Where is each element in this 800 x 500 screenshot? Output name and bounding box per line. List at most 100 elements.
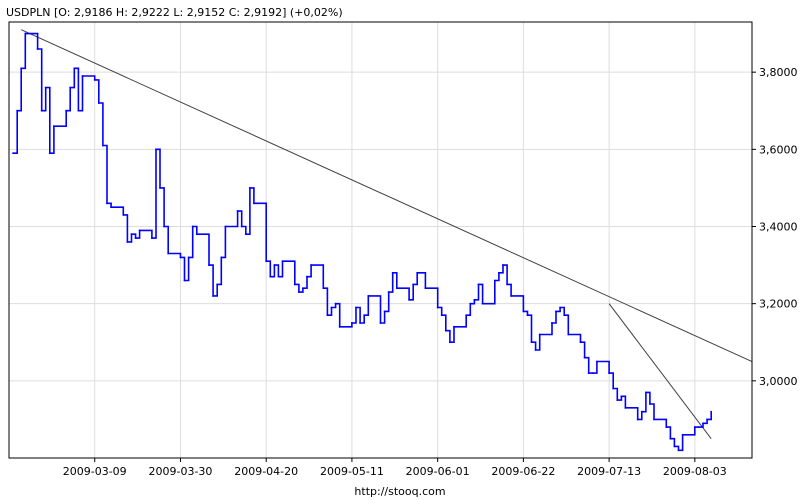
data-point xyxy=(408,298,410,301)
data-point xyxy=(269,275,272,278)
data-point xyxy=(334,302,337,305)
data-point xyxy=(395,287,398,290)
data-point xyxy=(624,406,627,409)
data-point xyxy=(453,325,455,328)
data-point xyxy=(20,67,23,70)
price-series xyxy=(12,32,713,452)
data-point xyxy=(583,356,586,359)
data-point xyxy=(673,445,676,448)
plot-frame xyxy=(8,21,753,459)
data-point xyxy=(587,372,590,375)
data-point xyxy=(522,310,525,313)
x-tick-label: 2009-07-13 xyxy=(577,465,641,478)
trend-lines xyxy=(21,29,753,440)
data-point xyxy=(665,426,668,429)
data-point xyxy=(591,372,594,375)
data-point xyxy=(220,256,223,259)
data-point xyxy=(502,264,504,266)
trend-line xyxy=(608,303,712,440)
data-point xyxy=(273,264,276,266)
data-point xyxy=(24,32,27,35)
data-point xyxy=(469,302,472,305)
data-point xyxy=(36,48,39,50)
data-point xyxy=(208,264,210,266)
data-point xyxy=(187,256,190,259)
data-point xyxy=(420,271,423,274)
data-point xyxy=(302,287,304,290)
data-point xyxy=(387,291,390,293)
data-point xyxy=(16,109,19,112)
data-point xyxy=(134,237,137,239)
data-point xyxy=(412,283,415,286)
data-point xyxy=(530,341,533,344)
data-point xyxy=(106,202,108,205)
data-point xyxy=(698,426,700,429)
data-point xyxy=(706,418,708,421)
data-point xyxy=(183,279,186,282)
data-point xyxy=(693,426,696,429)
data-point xyxy=(167,252,170,255)
data-point xyxy=(236,210,239,212)
data-point xyxy=(636,418,639,421)
data-point xyxy=(322,287,325,290)
data-point xyxy=(481,302,484,305)
data-point xyxy=(69,86,72,89)
data-point xyxy=(702,422,704,425)
trend-line xyxy=(21,29,753,362)
x-tick-label: 2009-08-03 xyxy=(663,465,727,478)
x-tick-label: 2009-03-09 xyxy=(63,465,127,478)
data-point xyxy=(367,295,370,297)
chart-title: USDPLN [O: 2,9186 H: 2,9222 L: 2,9152 C:… xyxy=(6,6,343,19)
data-point xyxy=(297,291,300,293)
grid-lines xyxy=(9,22,752,458)
data-point xyxy=(81,75,84,77)
data-point xyxy=(644,391,647,394)
y-tick-label: 3,8000 xyxy=(759,66,798,79)
data-point xyxy=(240,225,243,228)
data-point xyxy=(126,241,129,243)
data-point xyxy=(122,214,125,216)
data-point xyxy=(195,233,198,236)
x-tick-label: 2009-06-01 xyxy=(406,465,470,478)
data-point xyxy=(681,433,684,436)
x-tick-label: 2009-03-30 xyxy=(148,465,212,478)
data-point xyxy=(444,329,447,332)
data-point xyxy=(563,314,566,317)
data-point xyxy=(351,322,353,324)
data-point xyxy=(73,67,76,70)
series-line xyxy=(13,32,713,452)
data-point xyxy=(355,306,357,309)
data-point xyxy=(150,237,153,239)
data-point xyxy=(473,298,476,301)
y-tick-label: 3,2000 xyxy=(759,298,798,311)
data-point xyxy=(710,410,713,413)
data-point xyxy=(608,372,611,375)
y-tick-label: 3,0000 xyxy=(759,375,798,388)
data-point xyxy=(12,152,14,155)
data-point xyxy=(436,306,439,309)
data-point xyxy=(310,264,312,266)
data-point xyxy=(440,314,443,317)
data-point xyxy=(669,437,672,440)
data-point xyxy=(551,322,553,324)
data-point xyxy=(616,399,619,402)
data-point xyxy=(379,322,382,324)
data-point xyxy=(306,275,308,278)
data-point xyxy=(493,279,496,282)
data-point xyxy=(101,144,104,147)
data-point xyxy=(212,295,215,297)
data-point xyxy=(449,341,451,344)
data-point xyxy=(248,187,251,189)
data-point xyxy=(477,283,480,286)
data-point xyxy=(253,202,255,205)
data-point xyxy=(383,310,386,313)
data-point xyxy=(579,341,582,344)
data-point xyxy=(191,225,194,228)
data-point xyxy=(595,360,598,363)
data-point xyxy=(244,233,247,236)
data-point xyxy=(359,322,361,324)
data-point xyxy=(293,283,296,286)
data-point xyxy=(330,306,333,309)
data-point xyxy=(326,314,329,317)
